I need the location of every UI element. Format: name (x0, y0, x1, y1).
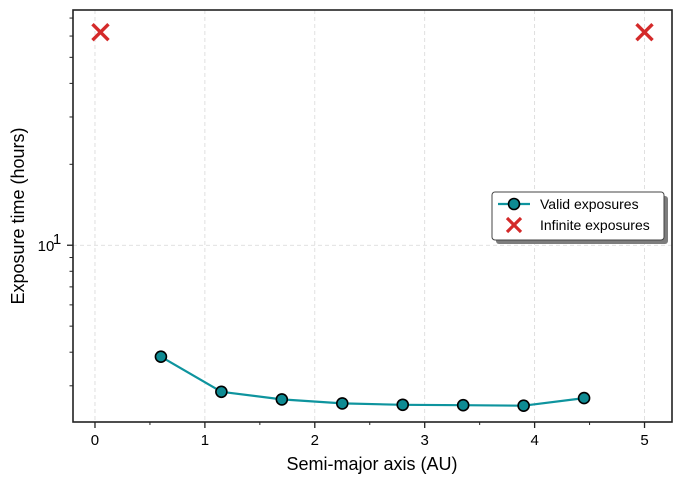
y-axis-label: Exposure time (hours) (8, 127, 28, 304)
valid-exposure-point (517, 399, 530, 412)
legend: Valid exposures Infinite exposures (491, 191, 668, 244)
valid-exposure-point (396, 398, 410, 412)
x-tick-label: 1 (201, 432, 209, 449)
valid-exposure-point (215, 385, 228, 399)
infinite-exposure-point (91, 23, 110, 42)
y-tick-label-exponent: 1 (53, 231, 61, 248)
y-tick-label: 10 (38, 238, 55, 255)
valid-exposure-point (275, 393, 289, 406)
legend-infinite-label: Infinite exposures (540, 217, 650, 233)
valid-exposure-point (577, 391, 591, 405)
infinite-exposure-point (635, 23, 654, 42)
x-tick-label: 5 (640, 432, 648, 449)
valid-exposure-point (335, 397, 349, 410)
valid-exposure-point (154, 350, 168, 363)
legend-infinite-marker (505, 216, 523, 234)
legend-valid-marker (507, 197, 521, 211)
valid-exposure-point (456, 398, 470, 412)
x-tick-label: 0 (91, 432, 99, 449)
x-axis-label: Semi-major axis (AU) (286, 454, 457, 474)
valid-exposures-line (160, 355, 585, 407)
x-tick-label: 2 (311, 432, 319, 449)
x-tick-label: 3 (421, 432, 429, 449)
legend-valid-label: Valid exposures (540, 196, 639, 212)
plot-area-frame (72, 9, 673, 423)
x-tick-label: 4 (530, 432, 538, 449)
data-series (91, 23, 654, 412)
legend-box (491, 191, 665, 241)
